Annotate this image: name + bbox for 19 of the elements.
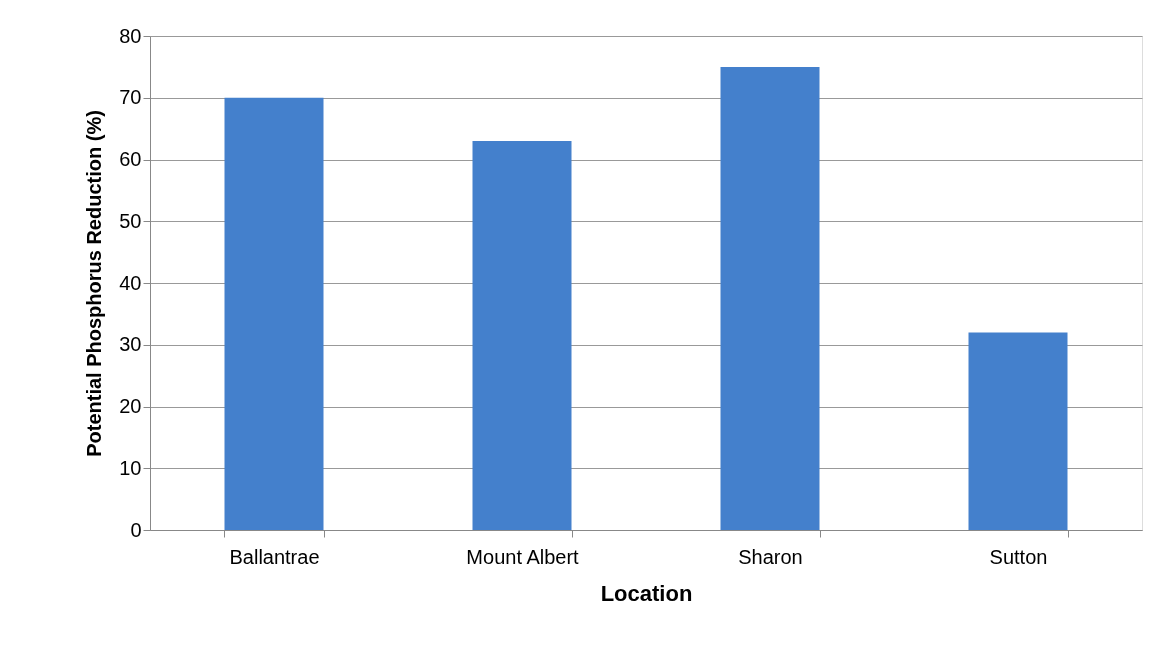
y-tick-label: 50 (119, 209, 142, 232)
y-tick-label: 40 (119, 271, 142, 294)
y-axis-title: Potential Phosphorus Reduction (%) (83, 110, 106, 457)
y-tick-label: 60 (119, 148, 142, 170)
x-tick-label: Sutton (989, 545, 1048, 568)
bar (472, 140, 572, 530)
y-tick-label: 80 (119, 24, 142, 47)
y-tick-label: 30 (119, 333, 142, 356)
x-tick-label: Mount Albert (466, 545, 580, 568)
y-tick-label: 0 (130, 518, 142, 541)
x-tick-label: Ballantrae (229, 545, 320, 568)
bar (720, 66, 820, 530)
y-tick-label: 10 (119, 456, 142, 479)
x-axis-title: Location (600, 580, 693, 606)
y-tick-label: 20 (119, 395, 142, 417)
y-tick-label: 70 (119, 86, 142, 109)
bar (224, 97, 324, 530)
bar (968, 332, 1068, 530)
x-tick-label: Sharon (738, 545, 803, 568)
